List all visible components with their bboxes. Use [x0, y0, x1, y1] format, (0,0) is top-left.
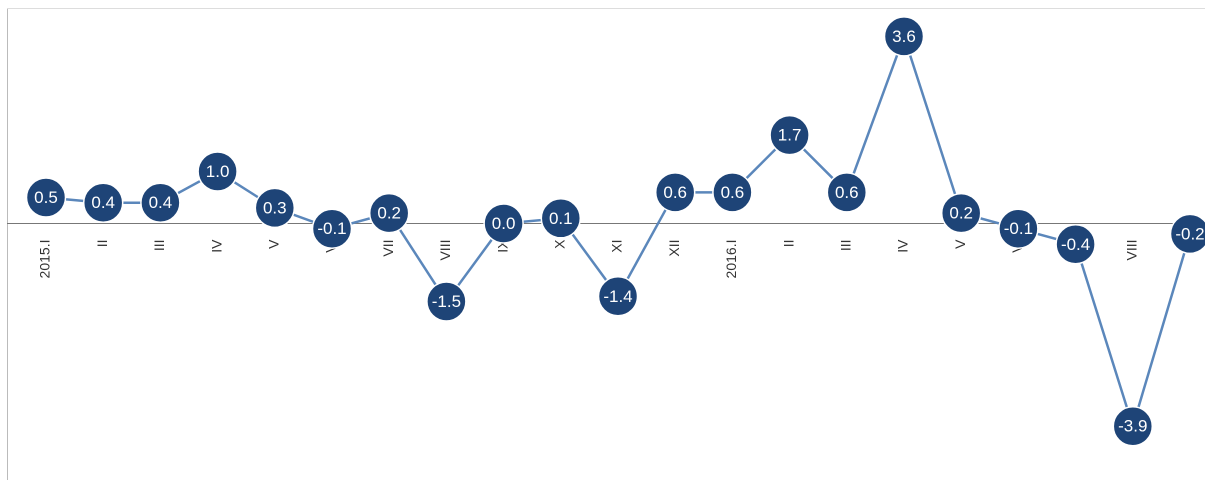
data-label: 0.3	[263, 198, 287, 217]
data-label: 1.7	[778, 126, 802, 145]
x-tick-label: IV	[895, 239, 911, 253]
x-tick-label: X	[552, 239, 568, 249]
x-tick-label: IV	[208, 239, 224, 253]
data-label: 3.6	[892, 27, 916, 46]
marker	[368, 192, 410, 234]
marker	[197, 151, 238, 192]
data-label: -0.2	[1175, 224, 1204, 243]
marker	[311, 208, 353, 249]
marker	[654, 172, 696, 213]
x-tick-label: VIII	[437, 240, 453, 261]
x-tick-label: V	[266, 239, 282, 249]
x-tick-label: VIII	[1124, 240, 1140, 261]
data-label: 0.2	[377, 204, 401, 223]
marker	[254, 187, 296, 229]
marker	[1112, 405, 1154, 447]
data-label: -1.4	[603, 287, 632, 306]
marker	[540, 198, 582, 239]
data-label: 0.4	[149, 193, 173, 212]
marker	[25, 177, 67, 218]
data-label: 0.6	[835, 183, 859, 202]
data-label: 0.5	[34, 188, 58, 207]
data-label: 0.4	[91, 193, 115, 212]
x-tick-label: VII	[380, 240, 396, 257]
x-tick-label: V	[952, 239, 968, 249]
marker	[140, 182, 181, 223]
data-label: 0.2	[949, 204, 973, 223]
data-label: 0.6	[721, 183, 745, 202]
x-tick-label: XI	[609, 240, 625, 253]
data-label: 0.0	[492, 214, 516, 233]
marker	[82, 182, 124, 223]
data-label: 0.6	[663, 183, 687, 202]
data-label: -3.9	[1118, 417, 1147, 436]
x-tick-label: III	[151, 240, 167, 252]
data-label: -1.5	[432, 292, 461, 311]
data-label: -0.1	[317, 219, 346, 238]
marker	[940, 192, 982, 234]
marker	[769, 114, 810, 156]
marker	[883, 16, 925, 57]
data-label: -0.1	[1004, 219, 1033, 238]
data-label: -0.4	[1061, 235, 1090, 254]
x-tick-label: II	[94, 240, 110, 248]
x-tick-label: 2015.I	[37, 240, 53, 279]
marker	[998, 208, 1039, 249]
marker	[712, 172, 753, 213]
marker	[1055, 224, 1096, 265]
x-tick-label: III	[838, 240, 854, 252]
marker	[426, 281, 467, 322]
marker	[826, 172, 868, 213]
marker	[483, 203, 524, 244]
x-tick-label: XII	[666, 240, 682, 257]
x-tick-label: 2016.I	[723, 240, 739, 279]
data-label: 0.1	[549, 209, 573, 228]
marker	[1169, 213, 1205, 255]
marker	[597, 276, 639, 317]
x-tick-label: II	[780, 240, 796, 248]
data-label: 1.0	[206, 162, 230, 181]
